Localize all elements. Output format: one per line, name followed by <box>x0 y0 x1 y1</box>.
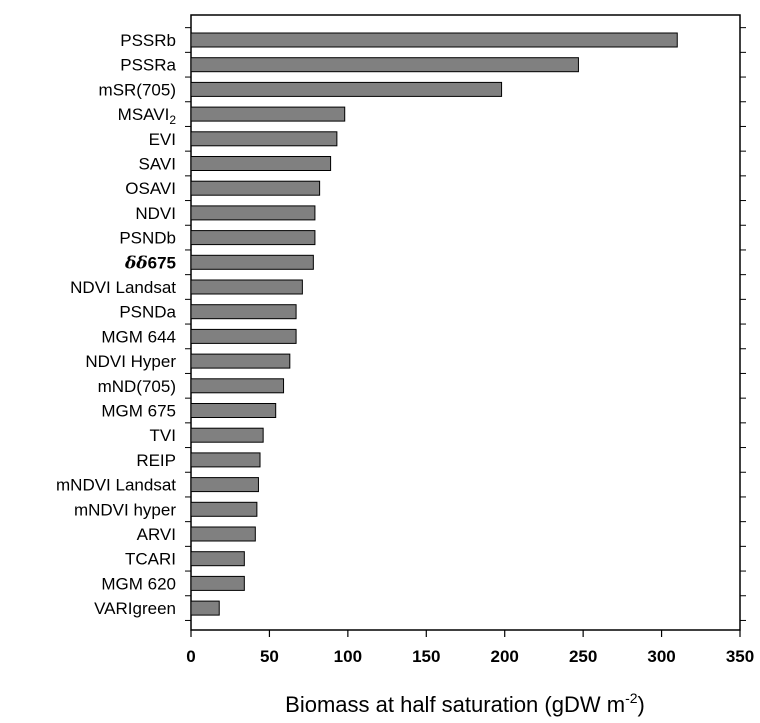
bar <box>190 156 332 171</box>
category-labels: PSSRb PSSRa mSR(705) MSAVI2 EVI SAVI OSAVI NDVI… <box>56 31 177 618</box>
category-label: δδ675 <box>124 253 176 273</box>
bar <box>190 32 678 48</box>
bar <box>190 205 316 221</box>
category-label: NDVI Hyper <box>85 352 176 371</box>
category-label: OSAVI <box>125 179 176 198</box>
category-label: NDVI Landsat <box>70 278 176 297</box>
bar <box>190 526 256 542</box>
category-label: PSSRb <box>120 31 176 50</box>
x-axis-title-close: ) <box>638 692 645 717</box>
bars-group <box>190 32 678 616</box>
category-label-number: 675 <box>148 253 176 272</box>
category-label: MGM 644 <box>101 327 176 346</box>
category-label: SAVI <box>139 155 176 174</box>
x-tick-label: 350 <box>726 647 754 666</box>
category-label: mSR(705) <box>99 80 176 99</box>
x-axis-title: Biomass at half saturation (gDW m-2) <box>285 690 645 717</box>
bar <box>190 551 245 567</box>
y-tick-marks <box>185 27 746 621</box>
category-label: PSSRa <box>120 56 176 75</box>
category-label: PSNDb <box>119 229 176 248</box>
category-label: MGM 620 <box>101 574 176 593</box>
category-label: TCARI <box>125 550 176 569</box>
category-label: REIP <box>136 451 176 470</box>
category-label: MGM 675 <box>101 402 176 421</box>
plot-frame <box>190 14 741 631</box>
category-label: mNDVI hyper <box>74 500 176 519</box>
bar <box>190 131 338 147</box>
category-label: PSNDa <box>119 303 176 322</box>
x-tick-label: 0 <box>186 647 195 666</box>
category-label: EVI <box>149 130 176 149</box>
bar <box>190 328 297 344</box>
bar <box>190 304 297 320</box>
bar <box>190 106 346 122</box>
category-label-greek: δδ <box>124 253 148 273</box>
bar <box>190 378 285 394</box>
bar <box>190 279 303 295</box>
category-label: ARVI <box>137 525 176 544</box>
x-tick-label: 200 <box>491 647 519 666</box>
x-axis-title-main: Biomass at half saturation (gDW m <box>285 692 625 717</box>
bar <box>190 427 264 443</box>
x-ticks: 0 50 100 150 200 250 300 350 <box>186 630 754 666</box>
bar <box>190 477 259 493</box>
category-label: NDVI <box>135 204 176 223</box>
bar <box>190 180 321 196</box>
category-label-base: MSAVI <box>118 105 170 124</box>
category-label: mND(705) <box>98 377 176 396</box>
x-tick-label: 100 <box>334 647 362 666</box>
bar <box>190 575 245 591</box>
category-label: VARIgreen <box>94 599 176 618</box>
bar <box>190 452 261 468</box>
x-tick-label: 50 <box>260 647 279 666</box>
bar <box>190 230 316 246</box>
bar <box>190 254 314 270</box>
category-label: mNDVI Landsat <box>56 476 176 495</box>
category-label-subscript: 2 <box>169 113 176 127</box>
bar <box>190 501 258 517</box>
category-label: MSAVI2 <box>118 105 177 127</box>
bar <box>190 353 291 369</box>
bar <box>190 81 503 97</box>
category-label: TVI <box>150 426 176 445</box>
x-tick-label: 250 <box>569 647 597 666</box>
bar <box>190 57 579 73</box>
bar <box>190 403 277 418</box>
x-tick-label: 150 <box>412 647 440 666</box>
x-tick-label: 300 <box>647 647 675 666</box>
bar <box>190 600 220 616</box>
x-axis-title-superscript: -2 <box>625 690 638 706</box>
